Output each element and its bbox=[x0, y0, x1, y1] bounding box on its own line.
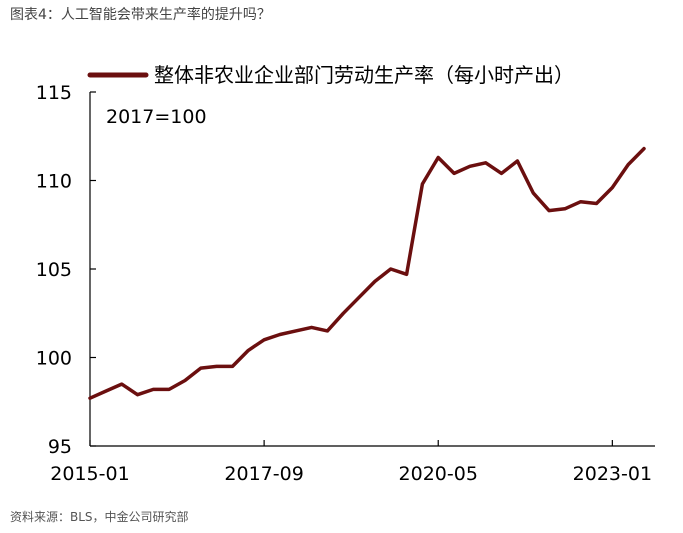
x-tick-label: 2015-01 bbox=[50, 463, 129, 485]
series-line bbox=[88, 146, 646, 400]
y-tick-label: 105 bbox=[36, 259, 72, 281]
chart-axes bbox=[89, 92, 655, 447]
chart-ticks: 95 100 105 110 115 2015-01 2017-09 2020-05 2023-… bbox=[36, 82, 652, 485]
figure-caption: 图表4：人工智能会带来生产率的提升吗？ bbox=[10, 7, 271, 23]
x-tick-label: 2017-09 bbox=[224, 463, 303, 485]
y-tick-label: 115 bbox=[36, 82, 72, 104]
y-tick-label: 95 bbox=[48, 436, 72, 458]
chart-series bbox=[88, 146, 646, 400]
x-tick-label: 2020-05 bbox=[399, 463, 478, 485]
x-tick-label: 2023-01 bbox=[573, 463, 652, 485]
y-tick-label: 100 bbox=[36, 348, 72, 370]
index-base-annotation: 2017=100 bbox=[106, 106, 207, 128]
legend-label: 整体非农业企业部门劳动生产率（每小时产出） bbox=[154, 63, 574, 87]
figure-source: 资料来源：BLS，中金公司研究部 bbox=[10, 510, 189, 524]
y-tick-label: 110 bbox=[36, 171, 72, 193]
chart-legend: 整体非农业企业部门劳动生产率（每小时产出） bbox=[87, 63, 574, 87]
